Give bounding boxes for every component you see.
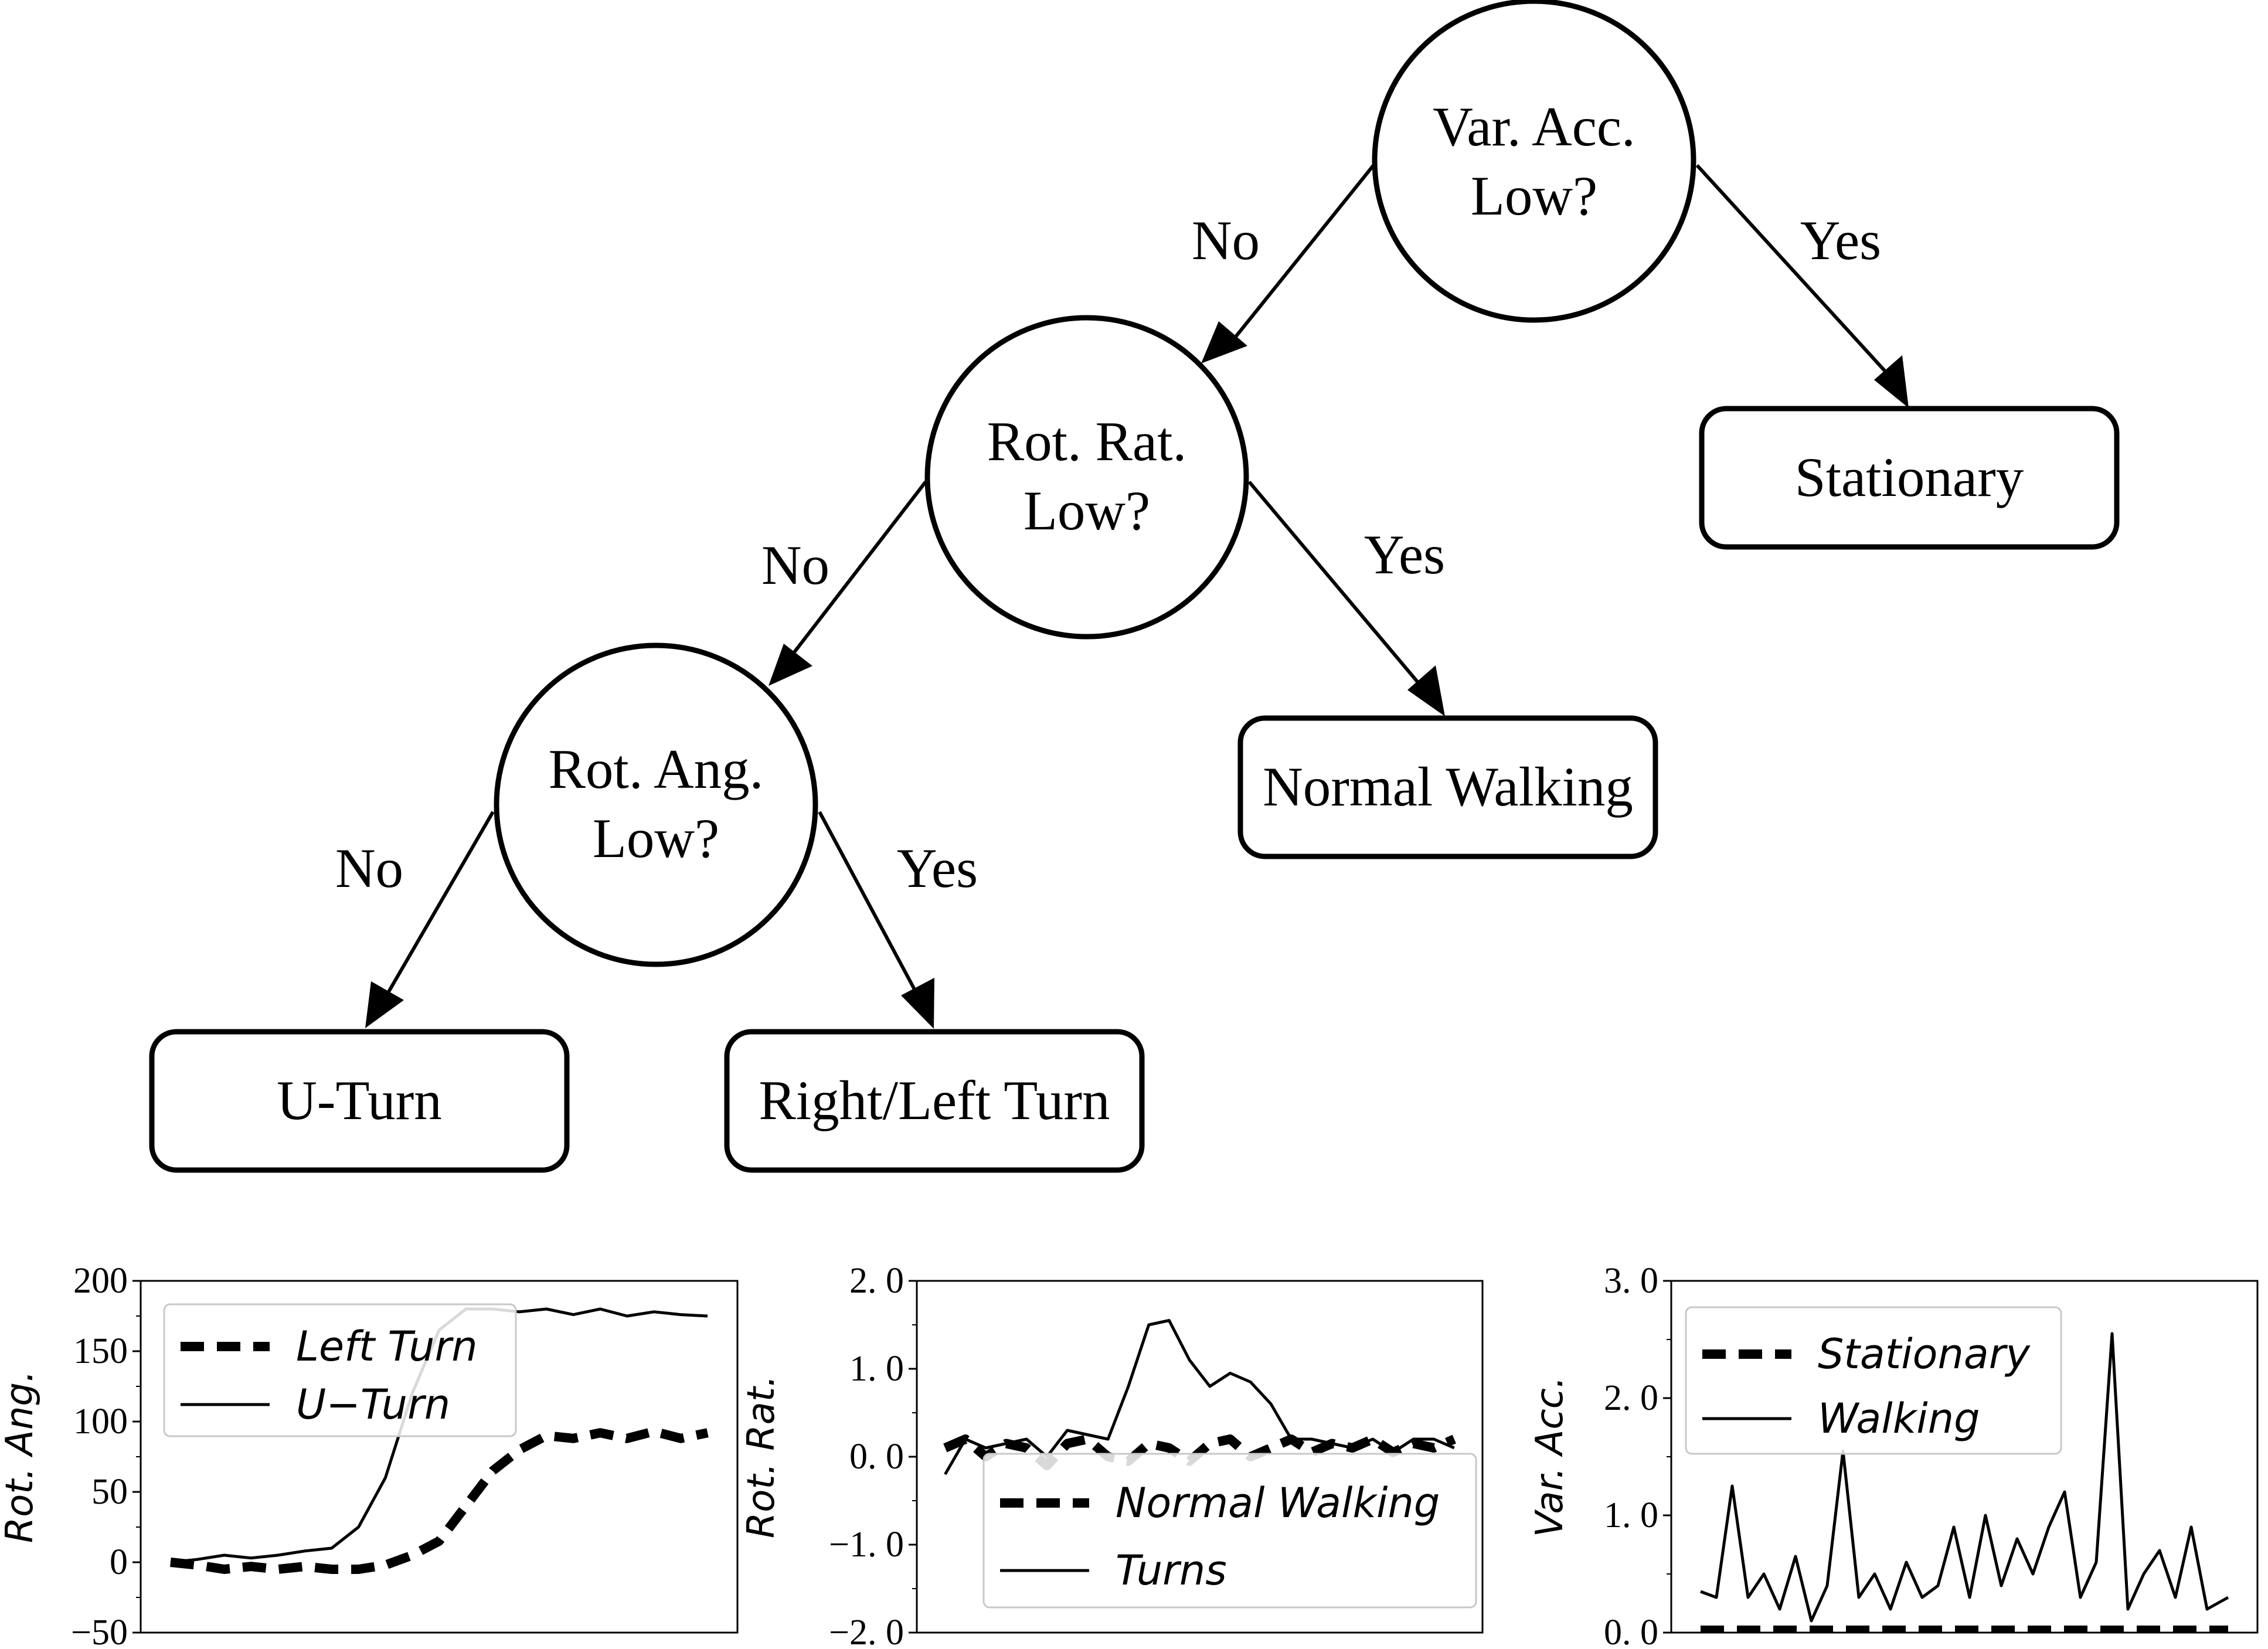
rot-rat-label-line2: Low?: [1024, 480, 1150, 542]
leaf-right-left-turn-box: [724, 1029, 1145, 1173]
chart-1-legend-box: [982, 1453, 1477, 1609]
chart-0-series-0-line: [170, 1426, 709, 1574]
edge-rat-no-arrowhead: [769, 644, 812, 686]
chart-2-ytick-label-2: 1. 0: [1604, 1495, 1658, 1535]
edge-label-rat-no: No: [761, 534, 829, 596]
edge-var-no: [1225, 164, 1375, 349]
leaf-normal-walking-box: [1237, 715, 1658, 859]
chart-1-ytick-label-1: 1. 0: [849, 1349, 904, 1389]
chart-1-legend-label-1: Turns: [1116, 1546, 1227, 1594]
chart-2-legend-label-1: Walking: [1818, 1395, 1980, 1443]
edge-ang-no-arrowhead: [365, 981, 404, 1028]
chart-0-ytick-label-0: 200: [73, 1261, 128, 1301]
chart-1-series-1-line: [944, 1319, 1455, 1475]
leaf-u-turn-label: U-Turn: [277, 1069, 442, 1131]
chart-0-ytick-label-4: 0: [110, 1542, 128, 1582]
rot-ang-label-line1: Rot. Ang.: [549, 738, 764, 800]
leaf-stationary-box: [1699, 406, 2120, 550]
chart-2-ytick-label-1: 2. 0: [1604, 1378, 1658, 1418]
leaf-normal-walking-label: Normal Walking: [1263, 756, 1633, 818]
leaf-u-turn-box: [149, 1029, 570, 1173]
chart-0: 200 150 100 50 0 −50 Rot. Ang. Left Turn U−Turn: [0, 1261, 739, 1649]
rot-ang-label-line2: Low?: [593, 807, 719, 869]
edge-label-rat-yes: Yes: [1364, 523, 1445, 586]
var-acc-label-line2: Low?: [1471, 165, 1597, 227]
edge-label-var-no: No: [1192, 209, 1260, 271]
decision-node-rot-ang: [494, 642, 818, 967]
chart-0-ylabel: Rot. Ang.: [0, 1371, 42, 1543]
chart-0-ytick-label-2: 100: [73, 1402, 128, 1441]
chart-1-ylabel: Rot. Rat.: [740, 1375, 783, 1539]
rot-rat-label-line1: Rot. Rat.: [987, 410, 1186, 472]
chart-2-series-1-line: [1700, 1332, 2229, 1623]
tree-node-labels: Var. Acc. Low? Rot. Rat. Low? Rot. Ang. …: [277, 96, 2024, 1131]
tree-edge-labels: No Yes No Yes No Yes: [335, 209, 1881, 899]
chart-1-legend-label-0: Normal Walking: [1116, 1479, 1440, 1527]
chart-2-legend-label-0: Stationary: [1818, 1330, 2031, 1378]
chart-0-ytick-label-5: −50: [71, 1613, 128, 1649]
chart-1-ytick-label-2: 0. 0: [849, 1437, 904, 1477]
edge-label-var-yes: Yes: [1800, 209, 1881, 271]
chart-0-legend-label-0: Left Turn: [296, 1322, 478, 1371]
chart-0-ytick-label-3: 50: [91, 1472, 128, 1512]
edge-label-ang-no: No: [335, 837, 403, 899]
var-acc-label-line1: Var. Acc.: [1433, 96, 1635, 158]
edge-rat-no: [784, 481, 927, 665]
edge-label-ang-yes: Yes: [897, 837, 978, 899]
decision-tree: [149, 0, 2120, 1173]
chart-1-series-0-line: [943, 1434, 1456, 1470]
chart-1-ytick-label-4: −2. 0: [829, 1613, 904, 1649]
chart-0-legend-label-1: U−Turn: [296, 1381, 450, 1429]
leaf-right-left-turn-label: Right/Left Turn: [759, 1069, 1110, 1131]
edge-ang-no: [385, 811, 495, 996]
chart-1-ytick-label-3: −1. 0: [829, 1525, 904, 1565]
chart-0-ytick-label-1: 150: [73, 1331, 128, 1371]
edge-rat-yes-arrowhead: [1407, 665, 1445, 716]
leaf-stationary-label: Stationary: [1795, 446, 2024, 508]
chart-2-ytick-label-0: 3. 0: [1604, 1261, 1658, 1301]
edge-var-no-arrowhead: [1201, 321, 1247, 363]
edge-ang-yes: [818, 811, 919, 996]
edge-var-yes-arrowhead: [1874, 355, 1909, 408]
decision-node-var-acc: [1372, 0, 1696, 323]
decision-node-rot-rat: [924, 315, 1249, 640]
chart-2: 3. 0 2. 0 1. 0 0. 0 Var. Acc. Stationary Walki…: [1528, 1261, 2259, 1649]
chart-2-ylabel: Var. Acc.: [1528, 1376, 1572, 1538]
edge-ang-yes-arrowhead: [901, 978, 934, 1029]
edge-rat-yes: [1247, 481, 1429, 694]
chart-1-ytick-label-0: 2. 0: [849, 1261, 904, 1301]
chart-2-ytick-label-3: 0. 0: [1604, 1613, 1658, 1649]
edge-var-yes: [1695, 164, 1897, 384]
tree-edges: [365, 164, 1909, 1029]
chart-1: 2. 0 1. 0 0. 0 −1. 0 −2. 0 Rot. Rat. Normal Wa…: [740, 1261, 1484, 1649]
